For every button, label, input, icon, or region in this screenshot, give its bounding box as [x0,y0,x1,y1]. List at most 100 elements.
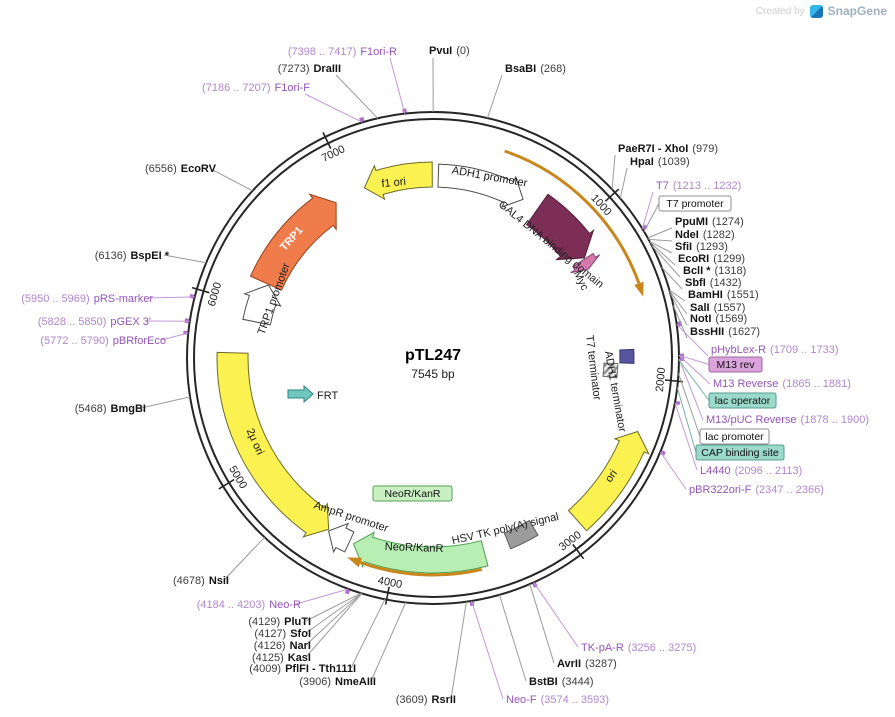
enzyme-label-avrii[interactable]: AvrII (3287) [557,658,617,670]
enzyme-label-nari[interactable]: (4126) NarI [254,640,311,652]
primer-mark-4184[interactable] [344,589,350,595]
feature-trp1[interactable] [249,193,337,291]
boxed-label-lac-operator[interactable] [708,392,777,409]
enzyme-label-ppumi[interactable]: PpuMI (1274) [675,216,744,228]
primer-label-f1ori-f[interactable]: (7186 .. 7207) F1ori-F [202,82,310,94]
feature-f1-ori[interactable] [363,161,433,201]
leader-line-3266 [533,582,579,648]
feature-label-f1-ori[interactable]: f1 ori [381,176,407,190]
enzyme-label-sbfi[interactable]: SbfI (1432) [685,277,742,289]
feature-ori[interactable] [567,430,650,532]
enzyme-label-hpai[interactable]: HpaI (1039) [630,156,690,168]
feature-label-hsv-tk-poly-a-signal[interactable]: HSV TK poly(A) signal [451,511,560,547]
boxed-label-lac-promoter[interactable] [699,428,770,445]
feature-hsv-tk-polya-signal[interactable] [503,519,539,550]
primer-label-m13-reverse[interactable]: M13 Reverse (1865 .. 1881) [713,378,851,390]
boxed-label-t7-promoter[interactable] [658,195,732,212]
primer-label-f1ori-r[interactable]: (7398 .. 7417) F1ori-R [288,46,397,58]
tick-4000 [384,586,390,605]
feature-2u-ori[interactable] [216,351,330,538]
enzyme-label-ecori[interactable]: EcoRI (1299) [678,253,745,265]
leader-line-1274 [647,227,673,239]
feature-frt[interactable] [287,384,314,404]
enzyme-label-bcli[interactable]: BclI * (1318) [683,265,746,277]
enzyme-label-sfii[interactable]: SfiI (1293) [675,241,728,253]
primer-label-l4440[interactable]: L4440 (2096 .. 2113) [700,465,802,477]
feature-myc[interactable] [570,252,600,274]
primer-mark-1709[interactable] [677,321,682,327]
boxed-label-cap-binding-site[interactable] [695,444,785,461]
leader-line-1299 [649,242,676,266]
primer-mark-7186[interactable] [359,116,365,122]
leader-line-1432 [661,266,683,290]
enzyme-label-rsrii[interactable]: (3609) RsrII [396,694,456,706]
feature-trp1-promoter[interactable] [242,284,282,326]
leader-line-4194 [295,588,349,605]
feature-label-frt[interactable]: FRT [317,390,338,402]
primer-label-phyblex-r[interactable]: pHybLex-R (1709 .. 1733) [711,344,839,356]
enzyme-label-pluti[interactable]: (4129) PluTI [248,616,311,628]
leader-line-4126 [305,593,362,646]
feature-gal4-dna-binding-domain[interactable] [526,193,595,261]
boxed-label-text-lac-operator: lac operator [715,395,771,407]
primer-label-tk-pa-r[interactable]: TK-pA-R (3256 .. 3275) [581,642,696,654]
enzyme-label-bsabi[interactable]: BsaBI (268) [505,63,566,75]
primer-mark-2096[interactable] [675,400,681,406]
primer-label-pbr322ori-f[interactable]: pBR322ori-F (2347 .. 2366) [689,484,824,496]
feature-orf-arc-bottom[interactable] [359,561,483,577]
feature-orf-arc-top[interactable] [504,149,641,284]
enzyme-label-pflfi-tth111i[interactable]: (4009) PflFI - Tth111I [249,663,356,675]
boxed-label-text-cap-binding-site: CAP binding site [701,447,779,459]
leader-line-5468 [140,396,191,409]
primer-mark-5950[interactable] [189,293,195,299]
enzyme-label-bspei[interactable]: (6136) BspEI * [95,250,170,262]
boxed-label-neor-kanr-label[interactable] [372,485,453,502]
leader-line-4127 [305,592,362,634]
enzyme-label-sali[interactable]: SalI (1557) [690,302,745,314]
tick-label-6000: 6000 [206,281,224,308]
feature-label-t7-terminator[interactable]: T7 terminator [583,334,603,401]
watermark: Created by SnapGene [756,4,887,18]
enzyme-label-kasi[interactable]: (4125) KasI [252,652,311,664]
primer-label-neo-r[interactable]: (4184 .. 4203) Neo-R [197,599,301,611]
enzyme-label-paer7i-xhoi[interactable]: PaeR7I - XhoI (979) [618,143,718,155]
primer-label-pgex-3[interactable]: (5828 .. 5850) pGEX 3' [38,316,151,328]
enzyme-label-nmeaiii[interactable]: (3906) NmeAIII [299,676,376,688]
snapgene-logo-icon [809,4,823,18]
primer-mark-7398[interactable] [402,108,407,113]
enzyme-label-nsii[interactable]: (4678) NsiI [173,575,229,587]
feature-neor-kanr[interactable] [352,531,489,574]
primer-label-t7[interactable]: T7 (1213 .. 1232) [656,180,741,192]
plasmid-size: 7545 bp [411,367,455,381]
enzyme-label-bsshii[interactable]: BssHII (1627) [690,326,760,338]
feature-label-ori[interactable]: ori [603,468,620,485]
feature-t7-terminator[interactable] [619,348,635,364]
primer-mark-2347[interactable] [660,450,666,456]
feature-adh1-promoter[interactable] [437,163,524,208]
enzyme-label-ecorv[interactable]: (6556) EcoRV [145,163,217,175]
enzyme-label-draiii[interactable]: (7273) DraIII [278,63,341,75]
leader-line-1551 [669,289,686,302]
enzyme-label-bmgbi[interactable]: (5468) BmgBI [75,403,146,415]
enzyme-label-sfoi[interactable]: (4127) SfoI [254,628,311,640]
feature-label-neor-kanr[interactable]: NeoR/KanR [385,541,444,555]
tick-2000 [664,379,683,383]
primer-label-neo-f[interactable]: Neo-F (3574 .. 3593) [506,694,609,706]
leader-line-1557 [669,291,688,315]
enzyme-label-pvui[interactable]: PvuI (0) [429,45,470,57]
leader-line-7407 [389,57,406,114]
boxed-label-text-t7-promoter: T7 promoter [666,198,724,210]
enzyme-label-noti[interactable]: NotI (1569) [690,313,747,325]
enzyme-label-bstbi[interactable]: BstBI (3444) [529,676,594,688]
feature-adh1-terminator[interactable] [602,362,619,379]
leader-line-lac-operator [678,359,710,401]
leader-line-7196 [304,93,363,123]
primer-label-pbrforeco[interactable]: (5772 .. 5790) pBRforEco [40,335,166,347]
primer-label-prs-marker[interactable]: (5950 .. 5969) pRS-marker [21,293,153,305]
feature-ampr-promoter[interactable] [328,522,355,554]
enzyme-label-ndei[interactable]: NdeI (1282) [675,229,735,241]
boxed-label-m13-rev[interactable] [708,356,763,373]
primer-label-m13-puc-reverse[interactable]: M13/pUC Reverse (1878 .. 1900) [706,414,869,426]
enzyme-label-bamhi[interactable]: BamHI (1551) [688,289,759,301]
